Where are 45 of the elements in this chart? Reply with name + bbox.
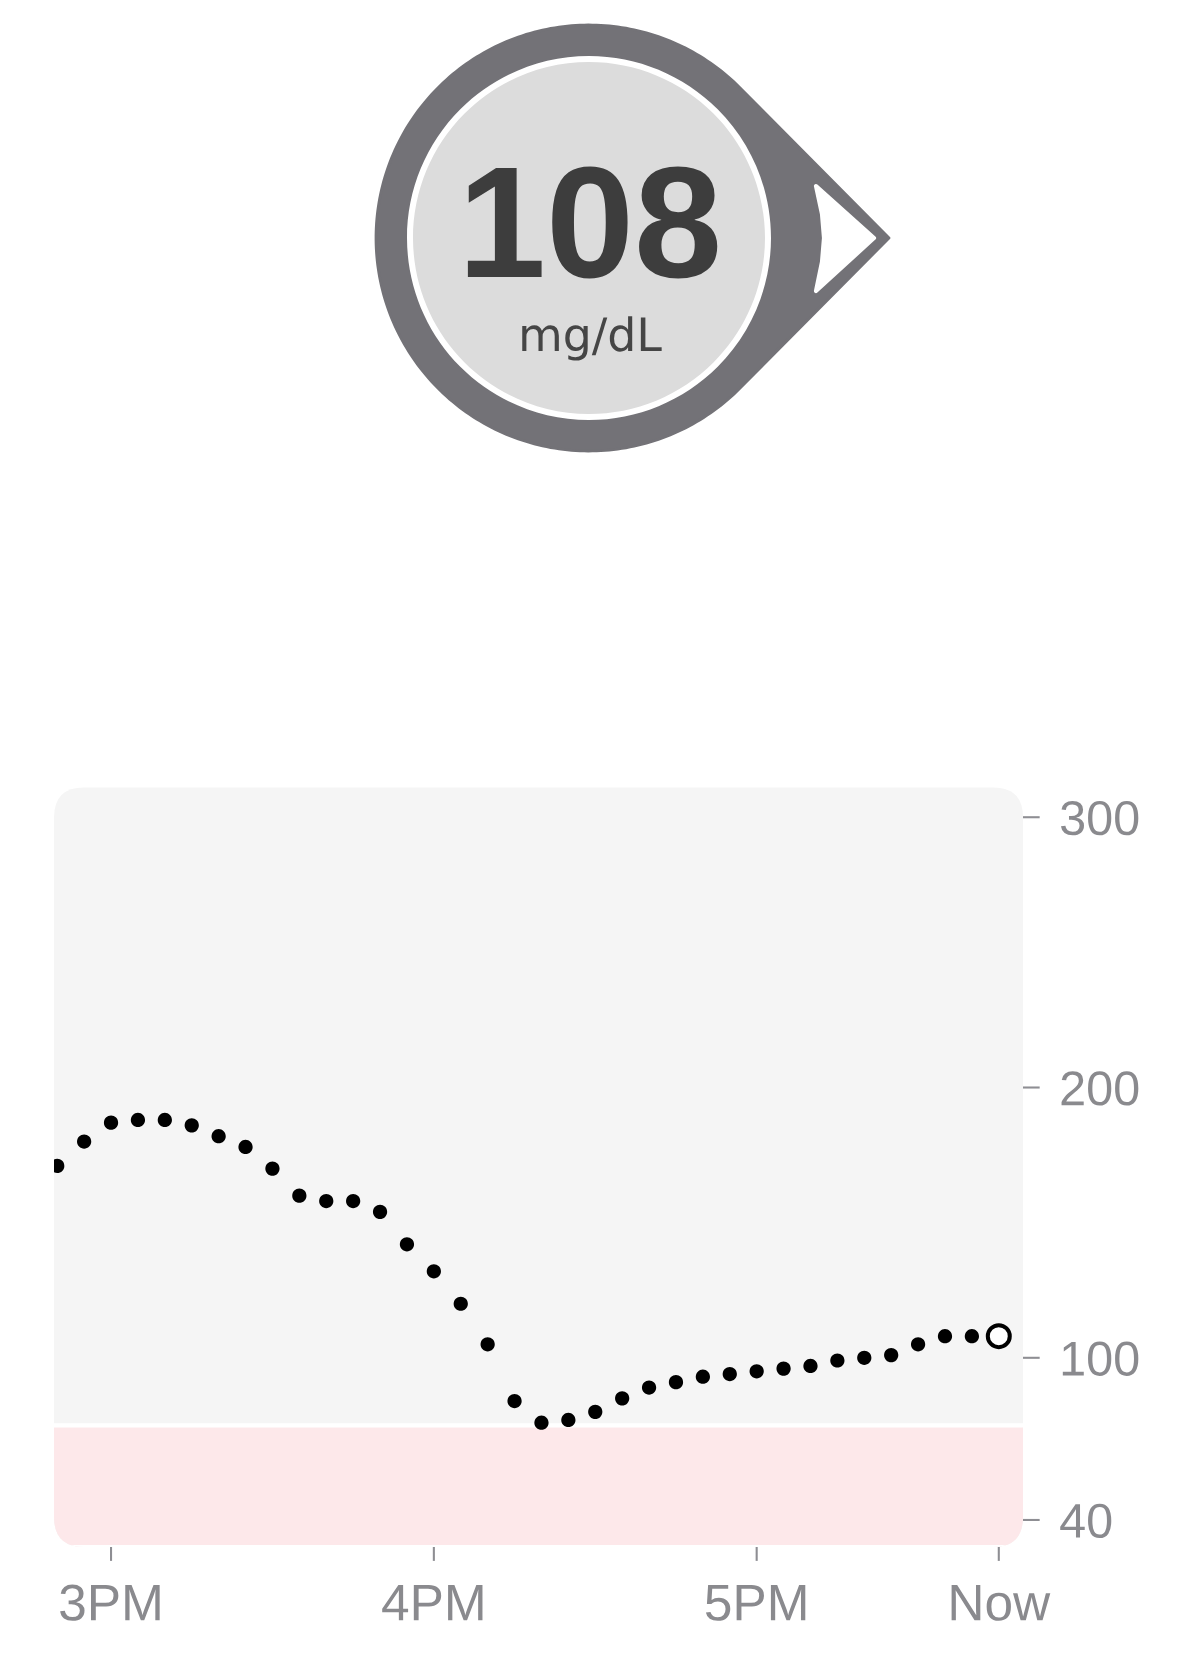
point (130, 1112, 146, 1128)
x-tick-label: 4PM (382, 1585, 483, 1621)
point (776, 1361, 791, 1376)
point (985, 1323, 1012, 1350)
point (910, 1337, 926, 1352)
point (453, 1296, 468, 1311)
point (265, 1161, 280, 1176)
y-tick-label: 200 (1061, 1071, 1139, 1106)
x-tick-label: 3PM (60, 1584, 160, 1621)
y-tick-label: 300 (1060, 800, 1139, 836)
point (803, 1358, 818, 1374)
point (615, 1391, 630, 1406)
point (346, 1193, 361, 1209)
point (830, 1353, 845, 1368)
x-tick-label: Now (951, 1585, 1051, 1621)
point (749, 1364, 764, 1379)
point (884, 1347, 899, 1363)
point (211, 1129, 226, 1144)
point (77, 1134, 92, 1149)
point (372, 1204, 388, 1219)
point (507, 1393, 522, 1409)
y-tick-label: 100 (1062, 1341, 1139, 1376)
point (641, 1380, 657, 1395)
point (103, 1115, 119, 1130)
text: mg/dL (522, 316, 662, 361)
point (857, 1350, 872, 1365)
point (480, 1337, 495, 1352)
point (668, 1375, 684, 1390)
point (937, 1329, 953, 1344)
point (426, 1264, 441, 1279)
y-tick-label: 40 (1060, 1503, 1112, 1539)
point (561, 1412, 576, 1428)
x-tick-label: 5PM (705, 1585, 806, 1621)
point (588, 1404, 603, 1419)
point (292, 1188, 307, 1203)
point (399, 1237, 415, 1252)
point (695, 1369, 710, 1384)
point (238, 1139, 253, 1155)
point (722, 1366, 737, 1382)
text: 108 (467, 166, 718, 279)
point (964, 1329, 979, 1344)
point (157, 1112, 172, 1128)
point (534, 1415, 549, 1430)
point (184, 1118, 199, 1133)
point (319, 1193, 334, 1209)
